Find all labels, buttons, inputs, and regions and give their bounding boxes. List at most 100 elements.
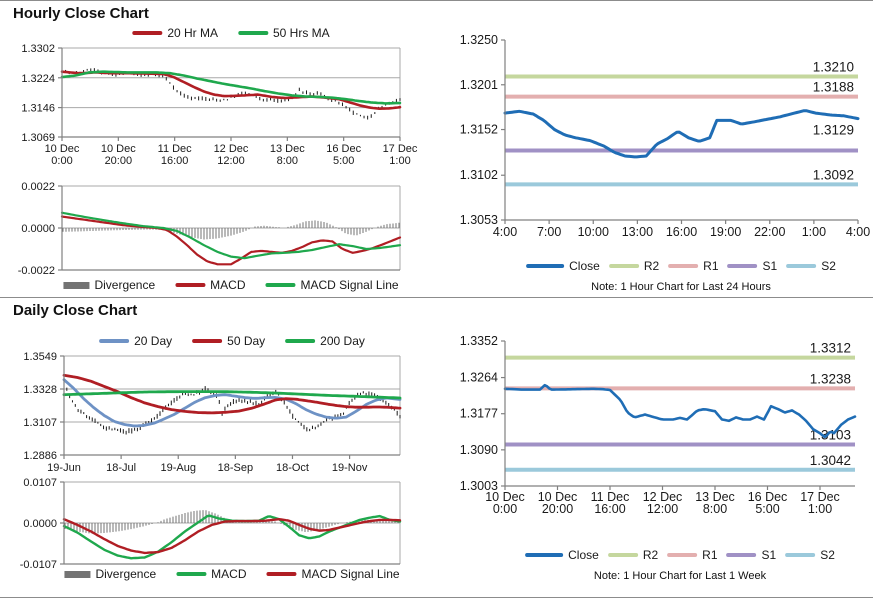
legend-label: R2	[642, 548, 659, 562]
legend-item-r2: R2	[608, 259, 660, 273]
divider-top	[0, 0, 873, 1]
y-tick-label: -0.0022	[18, 265, 55, 277]
weekly-pivot-series-close	[503, 383, 857, 439]
legend-swatch	[285, 339, 316, 343]
daily-price-series-20-day	[62, 378, 402, 428]
x-tick-label: 22:00	[754, 225, 785, 239]
legend-label: 20 Hr MA	[167, 26, 218, 40]
y-tick-label: 1.3352	[460, 334, 498, 348]
x-tick-label: 16:00	[666, 225, 697, 239]
legend-swatch	[192, 339, 223, 343]
legend-item-macd: MACD	[175, 278, 246, 292]
y-tick-label: 1.3549	[23, 351, 57, 363]
pivot-value-label-s2: 1.3042	[810, 453, 851, 468]
x-tick-label: 10 Dec	[45, 143, 80, 155]
x-tick-label: 17 Dec	[383, 143, 418, 155]
x-tick-label: 19-Jun	[47, 462, 81, 474]
x-tick-label: 10 Dec	[101, 143, 136, 155]
y-tick-label: 1.3146	[21, 103, 55, 115]
x-tick-label: 12:00	[217, 155, 245, 167]
legend-label: R1	[702, 548, 718, 562]
x-tick-label: 16 Dec	[748, 490, 788, 504]
legend-swatch	[238, 31, 268, 35]
divider-middle	[0, 297, 873, 298]
x-tick-label: 10 Dec	[538, 490, 578, 504]
legend-label: S1	[761, 548, 777, 562]
legend-label: R1	[703, 259, 719, 273]
legend-item-s2: S2	[785, 548, 835, 562]
x-tick-label: 20:00	[542, 502, 573, 516]
legend-label: R2	[643, 259, 660, 273]
y-tick-label: 0.0000	[23, 518, 57, 530]
y-tick-label: 1.3302	[21, 43, 55, 55]
x-tick-label: 18-Jul	[106, 462, 136, 474]
daily-macd-series-macd-signal-line	[62, 518, 402, 555]
x-tick-label: 13 Dec	[270, 143, 305, 155]
legend-item-macd-signal-line: MACD Signal Line	[266, 567, 400, 581]
x-tick-label: 16:00	[161, 155, 189, 167]
pivot-value-label-s1: 1.3129	[813, 123, 854, 138]
legend-item-50-day: 50 Day	[192, 334, 265, 348]
hourly-macd-series-macd	[60, 215, 402, 266]
legend-swatch	[786, 264, 817, 268]
legend-label: Close	[568, 548, 599, 562]
legend-label: 50 Day	[227, 334, 266, 348]
x-tick-label: 11 Dec	[158, 143, 193, 155]
legend-swatch	[175, 283, 206, 287]
x-tick-label: 19:00	[710, 225, 741, 239]
x-tick-label: 19-Aug	[160, 462, 195, 474]
x-tick-label: 11 Dec	[591, 490, 630, 504]
hourly-price-legend: 20 Hr MA 50 Hrs MA	[132, 26, 330, 40]
y-tick-label: 1.3328	[23, 384, 57, 396]
y-tick-label: 1.3053	[460, 213, 498, 227]
legend-swatch	[607, 553, 638, 557]
x-tick-label: 19-Nov	[332, 462, 368, 474]
y-tick-label: 1.3069	[21, 132, 55, 144]
legend-item-close: Close	[526, 259, 600, 273]
legend-swatch	[727, 264, 758, 268]
legend-item-macd-signal-line: MACD Signal Line	[265, 278, 399, 292]
hourly-pivot-chart: 1.3210 1.3188 1.3129 1.3092 1.3250 1.3201 1.31…	[460, 33, 870, 239]
x-tick-label: 4:00	[493, 225, 517, 239]
hourly-macd-legend: Divergence MACD MACD Signal Line	[63, 278, 399, 292]
legend-swatch	[526, 264, 565, 268]
x-tick-label: 0:00	[51, 155, 72, 167]
legend-swatch	[608, 264, 639, 268]
x-tick-label: 20:00	[105, 155, 133, 167]
x-tick-label: 8:00	[277, 155, 298, 167]
pivot-value-label-s1: 1.3103	[810, 427, 851, 442]
legend-label: Close	[569, 259, 600, 273]
legend-item-20-hr-ma: 20 Hr MA	[132, 26, 218, 40]
legend-item-close: Close	[525, 548, 599, 562]
legend-label: Divergence	[94, 278, 156, 292]
daily-section-title: Daily Close Chart	[13, 302, 138, 319]
x-tick-label: 1:00	[389, 155, 410, 167]
legend-swatch	[667, 553, 698, 557]
pivot-value-label-r1: 1.3238	[810, 371, 851, 386]
x-tick-label: 1:00	[802, 225, 826, 239]
weekly-pivot-chart: 1.3312 1.3238 1.3103 1.3042 1.3352 1.3264 1.31…	[460, 334, 857, 516]
x-tick-label: 13:00	[622, 225, 653, 239]
legend-swatch	[63, 281, 90, 289]
x-tick-label: 16:00	[594, 502, 625, 516]
x-tick-label: 0:00	[493, 502, 517, 516]
legend-item-divergence: Divergence	[63, 278, 155, 292]
legend-label: 20 Day	[134, 334, 173, 348]
legend-swatch	[726, 553, 757, 557]
legend-swatch	[176, 572, 207, 576]
legend-swatch	[266, 572, 297, 576]
legend-label: MACD Signal Line	[301, 567, 400, 581]
x-tick-label: 16 Dec	[326, 143, 361, 155]
legend-swatch	[265, 283, 296, 287]
legend-label: S2	[820, 548, 835, 562]
x-tick-label: 12 Dec	[643, 490, 683, 504]
legend-item-20-day: 20 Day	[99, 334, 172, 348]
y-tick-label: 1.3250	[460, 33, 498, 47]
daily-macd-chart: 0.0107 0.0000 -0.0107	[20, 477, 402, 571]
legend-item-divergence: Divergence	[64, 567, 156, 581]
legend-swatch	[785, 553, 816, 557]
hourly-price-series-50-hrs-ma	[60, 70, 402, 105]
legend-label: Divergence	[95, 567, 157, 581]
